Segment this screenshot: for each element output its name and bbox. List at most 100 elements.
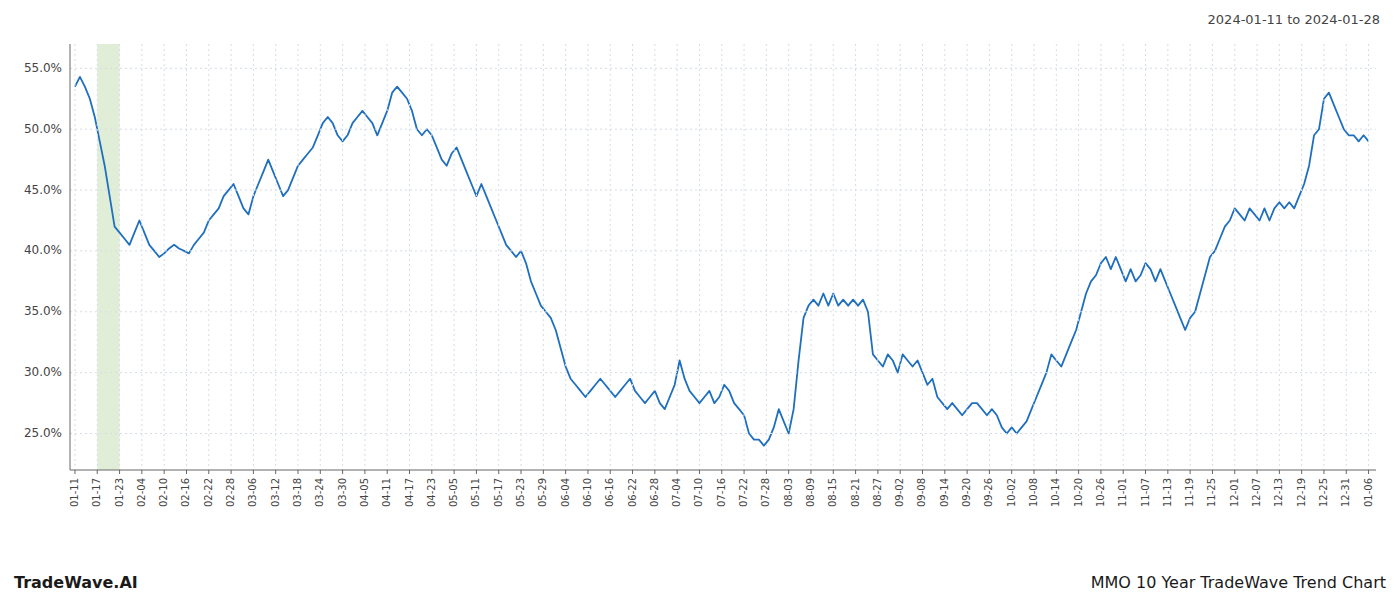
x-tick-label: 03-24	[314, 478, 325, 507]
x-grid-line	[766, 44, 767, 470]
title: MMO 10 Year TradeWave Trend Chart	[1091, 573, 1386, 592]
x-grid-line	[833, 44, 834, 470]
x-grid-line	[1212, 44, 1213, 470]
x-tick-label: 03-18	[292, 478, 303, 507]
x-tick	[164, 470, 165, 474]
x-tick-label: 12-19	[1296, 478, 1307, 507]
y-tick-label: 40.0%	[24, 243, 62, 257]
x-grid-line	[1257, 44, 1258, 470]
x-tick	[364, 470, 365, 474]
x-tick	[922, 470, 923, 474]
x-tick	[632, 470, 633, 474]
x-tick	[1078, 470, 1079, 474]
x-grid-line	[364, 44, 365, 470]
x-tick-label: 11-07	[1140, 478, 1151, 507]
x-grid-line	[855, 44, 856, 470]
x-tick	[654, 470, 655, 474]
x-tick-label: 02-16	[180, 478, 191, 507]
x-grid-line	[275, 44, 276, 470]
x-grid-line	[610, 44, 611, 470]
x-tick	[967, 470, 968, 474]
x-tick	[587, 470, 588, 474]
x-tick	[141, 470, 142, 474]
x-tick	[610, 470, 611, 474]
x-tick-label: 04-05	[359, 478, 370, 507]
x-grid-line	[1190, 44, 1191, 470]
x-grid-line	[186, 44, 187, 470]
x-grid-line	[164, 44, 165, 470]
x-tick	[1167, 470, 1168, 474]
x-tick-label: 06-10	[582, 478, 593, 507]
x-tick	[1056, 470, 1057, 474]
x-tick-label: 02-10	[158, 478, 169, 507]
x-tick-label: 10-02	[1006, 478, 1017, 507]
x-tick	[788, 470, 789, 474]
x-tick-label: 11-25	[1206, 478, 1217, 507]
x-grid-line	[1100, 44, 1101, 470]
x-grid-line	[1323, 44, 1324, 470]
x-grid-line	[543, 44, 544, 470]
x-tick-label: 02-28	[225, 478, 236, 507]
x-tick-label: 09-20	[961, 478, 972, 507]
background	[0, 0, 1400, 600]
x-tick-label: 01-06	[1363, 478, 1374, 507]
x-tick	[1034, 470, 1035, 474]
x-tick-label: 12-25	[1318, 478, 1329, 507]
x-grid-line	[498, 44, 499, 470]
x-tick	[1190, 470, 1191, 474]
plot-area	[75, 44, 1369, 470]
x-tick	[744, 470, 745, 474]
x-tick	[342, 470, 343, 474]
x-tick-label: 07-10	[693, 478, 704, 507]
x-tick	[74, 470, 75, 474]
x-tick-label: 05-23	[515, 478, 526, 507]
x-tick-label: 05-05	[448, 478, 459, 507]
x-tick	[1346, 470, 1347, 474]
x-tick-label: 02-04	[136, 478, 147, 507]
x-grid-line	[1056, 44, 1057, 470]
x-grid-line	[565, 44, 566, 470]
x-tick-label: 05-29	[537, 478, 548, 507]
x-tick	[387, 470, 388, 474]
x-tick-label: 06-16	[604, 478, 615, 507]
x-grid-line	[900, 44, 901, 470]
highlight-band	[97, 44, 119, 470]
x-grid-line	[297, 44, 298, 470]
x-tick-label: 08-09	[805, 478, 816, 507]
x-grid-line	[1145, 44, 1146, 470]
x-tick-label: 01-23	[114, 478, 125, 507]
x-tick	[186, 470, 187, 474]
x-tick	[275, 470, 276, 474]
x-tick-label: 10-14	[1050, 478, 1061, 507]
x-tick	[1123, 470, 1124, 474]
x-grid-line	[587, 44, 588, 470]
x-tick-label: 11-19	[1184, 478, 1195, 507]
x-tick	[1145, 470, 1146, 474]
x-tick-label: 12-01	[1229, 478, 1240, 507]
x-tick	[1212, 470, 1213, 474]
x-tick	[320, 470, 321, 474]
y-tick-label: 45.0%	[24, 183, 62, 197]
y-axis-line	[70, 44, 71, 470]
x-grid-line	[877, 44, 878, 470]
x-tick-label: 06-28	[649, 478, 660, 507]
x-tick-label: 03-06	[247, 478, 258, 507]
x-tick	[810, 470, 811, 474]
x-tick	[97, 470, 98, 474]
x-tick	[297, 470, 298, 474]
x-tick	[855, 470, 856, 474]
x-tick-label: 10-08	[1028, 478, 1039, 507]
x-tick-label: 02-22	[203, 478, 214, 507]
x-grid-line	[476, 44, 477, 470]
x-tick	[1279, 470, 1280, 474]
x-grid-line	[431, 44, 432, 470]
y-grid-line	[70, 433, 1376, 434]
y-grid-line	[70, 129, 1376, 130]
x-grid-line	[320, 44, 321, 470]
x-tick-label: 09-26	[983, 478, 994, 507]
x-grid-line	[141, 44, 142, 470]
x-tick	[766, 470, 767, 474]
x-tick	[498, 470, 499, 474]
chart: 25.0%30.0%35.0%40.0%45.0%50.0%55.0%01-11…	[0, 0, 1400, 600]
y-grid-line	[70, 190, 1376, 191]
